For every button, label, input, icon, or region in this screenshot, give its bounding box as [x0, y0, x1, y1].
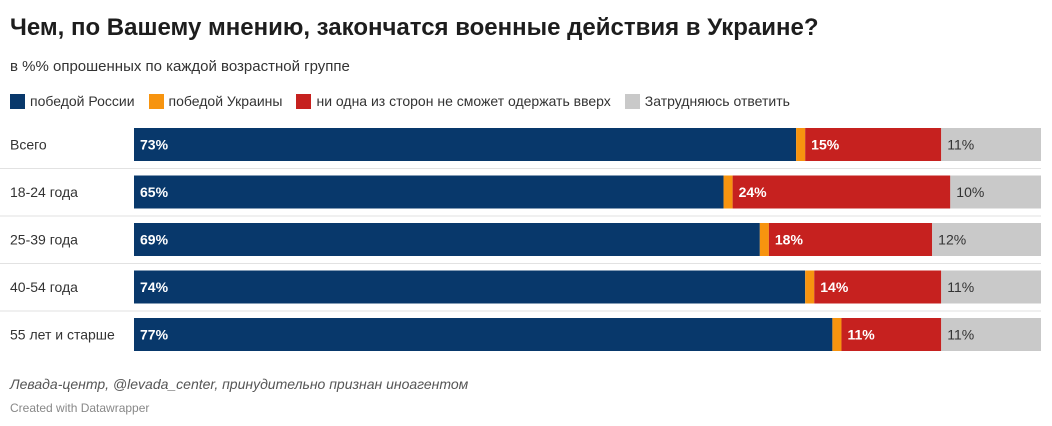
bar-segment-russia [134, 223, 760, 256]
legend-item-unsure: Затрудняюсь ответить [624, 93, 790, 109]
data-label-neither: 14% [820, 279, 849, 295]
data-label-russia: 65% [140, 184, 169, 200]
data-label-russia: 69% [140, 232, 169, 248]
bar-segment-neither [768, 223, 933, 256]
data-label-unsure: 11% [947, 137, 974, 153]
stacked-bar-chart: Всего 73% 15% 11% 18-24 года 65% 24% 10% 25-39 г… [0, 128, 1041, 351]
bar-segment-neither [805, 128, 942, 161]
bar-segment-neither [732, 175, 951, 209]
data-label-neither: 11% [847, 327, 875, 343]
category-label: 18-24 года [10, 184, 78, 200]
data-label-russia: 77% [140, 327, 169, 343]
chart-subtitle: в %% опрошенных по каждой возрастной гру… [10, 58, 350, 75]
data-label-neither: 24% [739, 184, 768, 200]
credit-note: Created with Datawrapper [10, 401, 150, 415]
bar-segment-unsure [941, 128, 1041, 161]
legend-swatch-unsure [624, 93, 640, 109]
legend-swatch-neither [296, 93, 312, 109]
bar-segment-unsure [941, 270, 1041, 304]
legend-item-russia: победой России [10, 93, 135, 109]
data-label-unsure: 11% [947, 327, 974, 343]
legend-item-ukraine: победой Украины [148, 93, 283, 109]
bar-segment-unsure [950, 175, 1041, 209]
legend-swatch-ukraine [148, 93, 164, 109]
bar-segment-unsure [932, 223, 1041, 256]
source-note: Левада-центр, @levada_center, принудител… [10, 376, 469, 392]
bar-segment-neither [841, 318, 942, 351]
data-label-russia: 73% [140, 137, 169, 153]
data-label-unsure: 11% [947, 279, 974, 295]
data-label-russia: 74% [140, 279, 169, 295]
category-label: 55 лет и старше [10, 327, 115, 343]
data-label-neither: 18% [775, 232, 804, 248]
legend-swatch-russia [10, 93, 25, 109]
data-label-neither: 15% [811, 137, 840, 153]
legend-item-neither: ни одна из сторон не сможет одержать вве… [296, 93, 611, 109]
bar-segment-russia [134, 175, 724, 209]
bar-segment-ukraine [759, 223, 769, 256]
bar-segment-neither [814, 270, 942, 304]
data-label-unsure: 12% [938, 232, 966, 248]
data-label-unsure: 10% [956, 184, 984, 200]
bar-segment-ukraine [723, 175, 733, 209]
category-label: 25-39 года [10, 232, 78, 248]
category-label: Всего [10, 137, 47, 153]
bar-segment-russia [134, 318, 833, 351]
bar-segment-russia [134, 128, 797, 161]
bar-segment-ukraine [805, 270, 815, 304]
legend-label-ukraine: победой Украины [168, 93, 283, 109]
category-label: 40-54 года [10, 279, 78, 295]
bar-segment-ukraine [832, 318, 842, 351]
legend: победой России победой Украины ни одна и… [10, 92, 804, 110]
legend-label-neither: ни одна из сторон не сможет одержать вве… [316, 93, 611, 109]
legend-label-russia: победой России [30, 93, 135, 109]
legend-label-unsure: Затрудняюсь ответить [644, 93, 790, 109]
bar-segment-unsure [941, 318, 1041, 351]
bar-segment-ukraine [796, 128, 806, 161]
bar-segment-russia [134, 270, 806, 304]
chart-title: Чем, по Вашему мнению, закончатся военны… [10, 14, 819, 41]
